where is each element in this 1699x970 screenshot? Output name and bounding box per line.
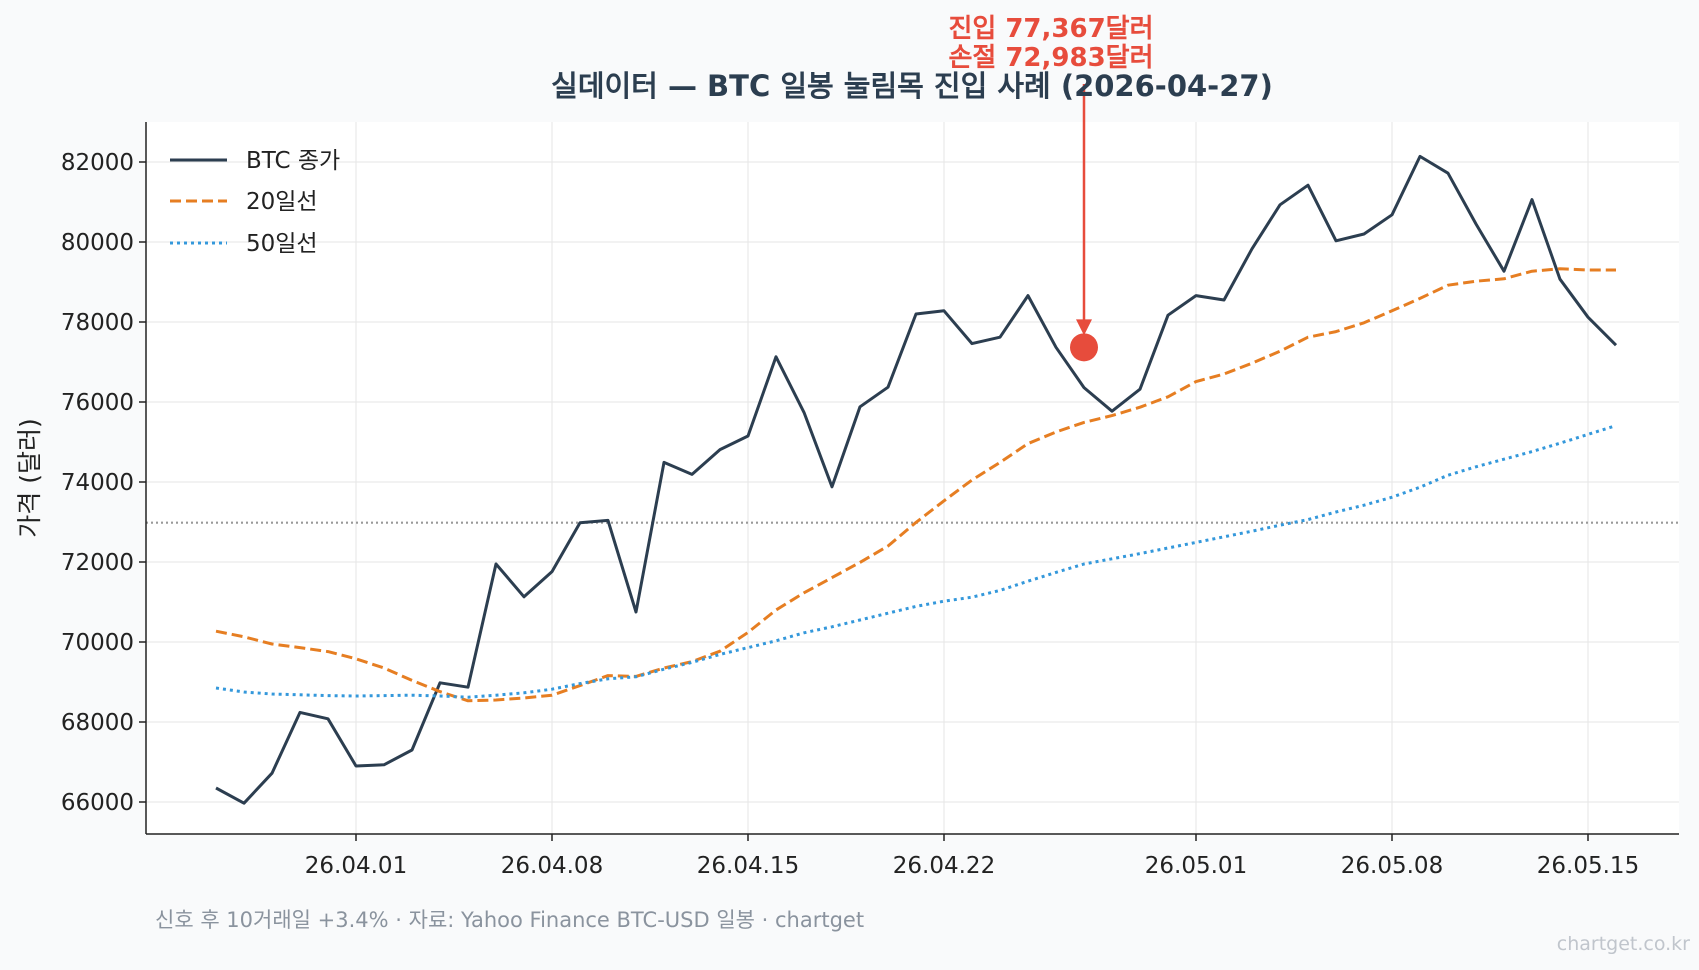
series-layer [215, 154, 1618, 805]
series-line-0 [215, 154, 1618, 805]
legend-label-ma50: 50일선 [246, 231, 318, 257]
axes [145, 122, 1679, 835]
y-tick-label: 76000 [61, 390, 134, 416]
x-ticks: 26.04.01 26.04.08 26.04.15 26.04.22 26.05.01… [305, 834, 1639, 879]
x-tick-label: 26.04.08 [501, 853, 603, 879]
grid [146, 122, 1679, 834]
y-axis-label: 가격 (달러) [15, 418, 44, 537]
x-tick-label: 26.04.15 [697, 853, 799, 879]
annotation-arrow-head [1076, 319, 1092, 336]
y-tick-label: 66000 [61, 790, 134, 816]
entry-point-marker [1070, 333, 1098, 362]
y-tick-label: 72000 [61, 550, 134, 576]
annotation-entry: 진입 77,367달러 [948, 14, 1153, 44]
footnote: 신호 후 10거래일 +3.4% · 자료: Yahoo Finance BTC… [155, 908, 864, 932]
y-tick-label: 78000 [61, 310, 134, 336]
plot-background [146, 122, 1679, 834]
series-line-2 [215, 424, 1617, 699]
legend: BTC 종가 20일선 50일선 [170, 148, 340, 257]
y-tick-label: 74000 [61, 470, 134, 496]
x-tick-label: 26.05.08 [1341, 853, 1443, 879]
series-line-1 [215, 267, 1616, 703]
chart-title: 실데이터 — BTC 일봉 눌림목 진입 사례 (2026-04-27) [551, 69, 1273, 103]
y-tick-label: 70000 [61, 630, 134, 656]
y-ticks: 66000 68000 70000 72000 74000 76000 78000 80000… [61, 150, 146, 816]
y-tick-label: 68000 [61, 710, 134, 736]
legend-label-ma20: 20일선 [246, 189, 318, 215]
y-tick-label: 82000 [61, 150, 134, 176]
watermark: chartget.co.kr [1557, 933, 1690, 955]
x-tick-label: 26.04.01 [305, 853, 407, 879]
x-tick-label: 26.05.15 [1537, 853, 1639, 879]
y-tick-label: 80000 [61, 230, 134, 256]
legend-label-btc: BTC 종가 [246, 148, 340, 174]
x-tick-label: 26.04.22 [893, 853, 995, 879]
annotation-stop: 손절 72,983달러 [948, 43, 1153, 73]
entry-marker-layer [1070, 84, 1098, 362]
x-tick-label: 26.05.01 [1145, 853, 1247, 879]
